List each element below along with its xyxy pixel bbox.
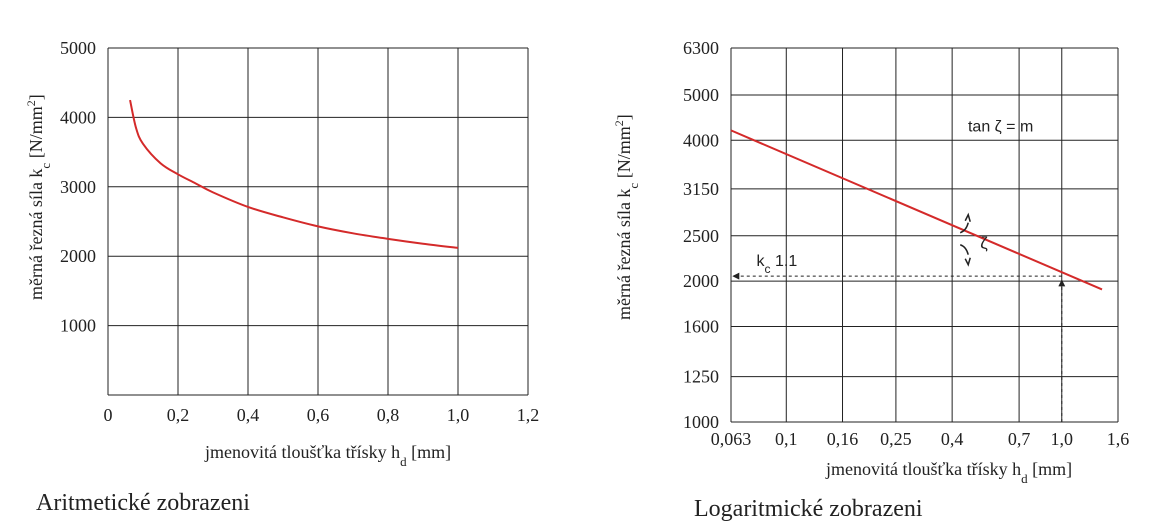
x-tick-label: 0,4 [941, 429, 964, 449]
cutting-force-line [730, 129, 1103, 291]
x-tick-label: 1,6 [1107, 429, 1130, 449]
y-axis-label: měrná řezná síla kc [N/mm2] [612, 114, 641, 320]
x-tick-label: 0,1 [775, 429, 798, 449]
y-tick-labels: 1000 2000 3000 4000 5000 [60, 38, 96, 336]
x-axis-label: jmenovitá tloušťka třísky hd [mm] [825, 459, 1072, 486]
arithmetic-chart: 0 0,2 0,4 0,6 0,8 1,0 1,2 1000 2000 3000 4000 5000… [24, 38, 539, 469]
right-chart-caption: Logaritmické zobrazeni [694, 496, 923, 522]
x-tick-label: 0,2 [167, 405, 190, 425]
y-tick-labels: 1000 1250 1600 2000 2500 3150 4000 5000 6300 [683, 38, 719, 432]
y-tick-label: 4000 [60, 107, 96, 127]
cutting-force-curve [129, 99, 459, 249]
kc-annotation: kc 1.1 [757, 253, 798, 276]
y-tick-label: 4000 [683, 130, 719, 150]
x-tick-label: 1,2 [517, 405, 540, 425]
x-tick-label: 0,063 [711, 429, 752, 449]
grid-lines [107, 47, 529, 396]
y-tick-label: 6300 [683, 38, 719, 58]
y-tick-label: 5000 [60, 38, 96, 58]
y-tick-label: 1600 [683, 316, 719, 336]
x-tick-label: 1,0 [447, 405, 470, 425]
y-tick-label: 3000 [60, 177, 96, 197]
x-tick-labels: 0 0,2 0,4 0,6 0,8 1,0 1,2 [104, 405, 540, 425]
y-tick-label: 1250 [683, 367, 719, 387]
x-axis-label: jmenovitá tloušťka třísky hd [mm] [204, 442, 451, 469]
y-tick-label: 2000 [683, 271, 719, 291]
logarithmic-chart: 0,063 0,1 0,16 0,25 0,4 0,7 1,0 1,6 1000 1250 160… [612, 38, 1129, 486]
y-tick-label: 1000 [60, 316, 96, 336]
y-tick-label: 3150 [683, 179, 719, 199]
angle-annotation: ζ [980, 234, 988, 253]
x-tick-labels: 0,063 0,1 0,16 0,25 0,4 0,7 1,0 1,6 [711, 429, 1130, 449]
y-tick-label: 5000 [683, 85, 719, 105]
slope-annotation: tan ζ = m [968, 118, 1033, 135]
x-tick-label: 0,6 [307, 405, 330, 425]
x-tick-label: 1,0 [1051, 429, 1074, 449]
y-axis-label: měrná řezná síla kc [N/mm2] [24, 94, 53, 300]
x-tick-label: 0,25 [880, 429, 912, 449]
y-tick-label: 2500 [683, 226, 719, 246]
x-tick-label: 0,4 [237, 405, 260, 425]
y-tick-label: 1000 [683, 412, 719, 432]
x-tick-label: 0,7 [1008, 429, 1031, 449]
angle-arc-arrows [959, 212, 971, 267]
left-chart-caption: Aritmetické zobrazeni [36, 490, 250, 516]
y-tick-label: 2000 [60, 246, 96, 266]
x-tick-label: 0,8 [377, 405, 400, 425]
x-tick-label: 0 [104, 405, 113, 425]
grid-lines [730, 47, 1119, 423]
x-tick-label: 0,16 [827, 429, 859, 449]
